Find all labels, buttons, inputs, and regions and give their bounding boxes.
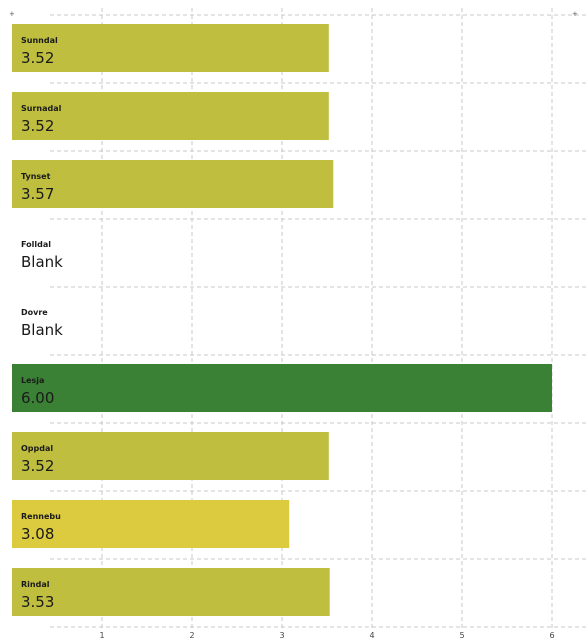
x-tick-label: 4 <box>369 631 374 640</box>
value-label: 3.57 <box>21 185 54 203</box>
category-label: Lesja <box>21 376 44 385</box>
x-tick-label: 1 <box>99 631 104 640</box>
category-label: Rennebu <box>21 512 61 521</box>
value-label: 3.08 <box>21 525 54 543</box>
corner-marker-right: + <box>572 10 578 18</box>
bar <box>12 500 290 548</box>
x-tick-label: 2 <box>189 631 194 640</box>
bar <box>12 568 330 616</box>
bar <box>12 24 329 72</box>
value-label: 3.52 <box>21 117 54 135</box>
x-tick-label: 3 <box>279 631 284 640</box>
bar <box>12 432 329 480</box>
category-label: Oppdal <box>21 444 53 453</box>
value-label: 3.52 <box>21 49 54 67</box>
category-label: Sunndal <box>21 36 58 45</box>
value-label: 6.00 <box>21 389 54 407</box>
corner-marker-left: + <box>9 10 15 18</box>
category-label: Dovre <box>21 308 48 317</box>
category-label: Tynset <box>21 172 51 181</box>
category-label: Rindal <box>21 580 50 589</box>
value-label: Blank <box>21 321 63 339</box>
grid-lines <box>50 8 587 628</box>
bar <box>12 160 334 208</box>
x-tick-label: 5 <box>459 631 464 640</box>
category-label: Folldal <box>21 240 51 249</box>
x-tick-label: 6 <box>549 631 554 640</box>
bar <box>12 364 552 412</box>
x-axis-ticks: 1 2 3 4 5 6 <box>99 631 554 640</box>
bar-labels: Sunndal 3.52 Surnadal 3.52 Tynset 3.57 Folldal… <box>21 36 63 611</box>
bar <box>12 92 329 140</box>
value-label: 3.52 <box>21 457 54 475</box>
category-label: Surnadal <box>21 104 62 113</box>
value-label: Blank <box>21 253 63 271</box>
value-label: 3.53 <box>21 593 54 611</box>
bars <box>12 24 552 616</box>
